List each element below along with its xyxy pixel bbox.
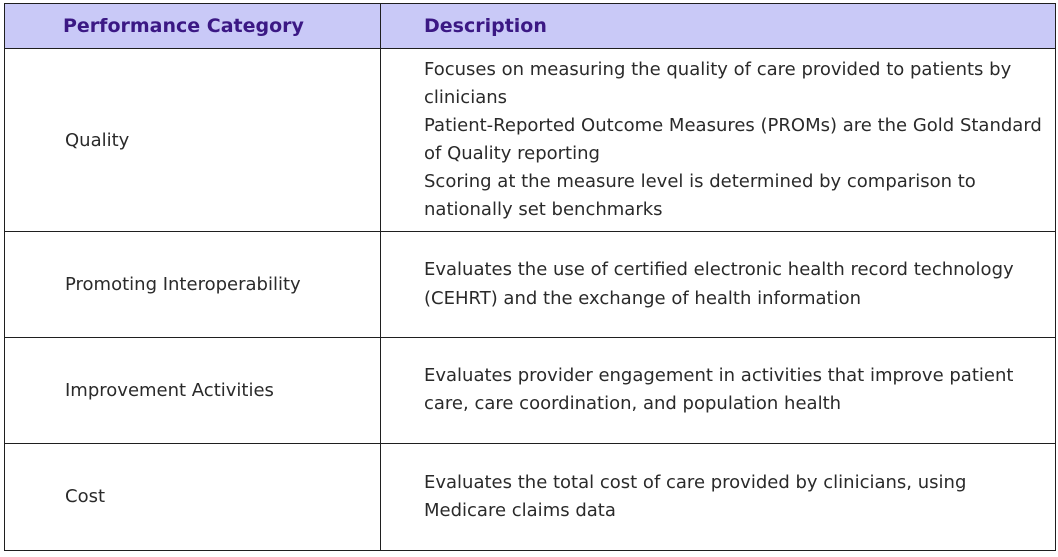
table-row-cost: Cost Evaluates the total cost of care pr… [4,442,1056,552]
table-row-promoting-interoperability: Promoting Interoperability Evaluates the… [4,231,1056,338]
header-description: Description [380,3,1056,49]
description-line: Focuses on measuring the quality of care… [424,59,1012,109]
description-line: Evaluates the total cost of care provide… [424,471,967,521]
header-row: Performance Category Description [4,3,1056,49]
description-cell: Evaluates the use of certified electroni… [380,231,1056,338]
description-line: Scoring at the measure level is determin… [424,171,976,221]
category-cell: Cost [4,442,381,552]
description-cell: Evaluates provider engagement in activit… [380,336,1056,444]
category-cell: Improvement Activities [4,336,381,444]
category-cell: Promoting Interoperability [4,231,381,338]
description-line: Evaluates provider engagement in activit… [424,365,1014,415]
header-performance-category: Performance Category [4,3,381,49]
category-cell: Quality [4,47,381,233]
table-row-quality: Quality Focuses on measuring the quality… [4,47,1056,233]
description-line: Evaluates the use of certified electroni… [424,259,1014,310]
performance-category-table: Performance Category Description Quality… [4,3,1056,552]
description-cell: Evaluates the total cost of care provide… [380,442,1056,552]
description-line: Patient-Reported Outcome Measures (PROMs… [424,115,1042,165]
table-header: Performance Category Description [4,3,1056,49]
description-cell: Focuses on measuring the quality of care… [380,47,1056,233]
table-body: Quality Focuses on measuring the quality… [4,47,1056,552]
table-row-improvement-activities: Improvement Activities Evaluates provide… [4,336,1056,444]
